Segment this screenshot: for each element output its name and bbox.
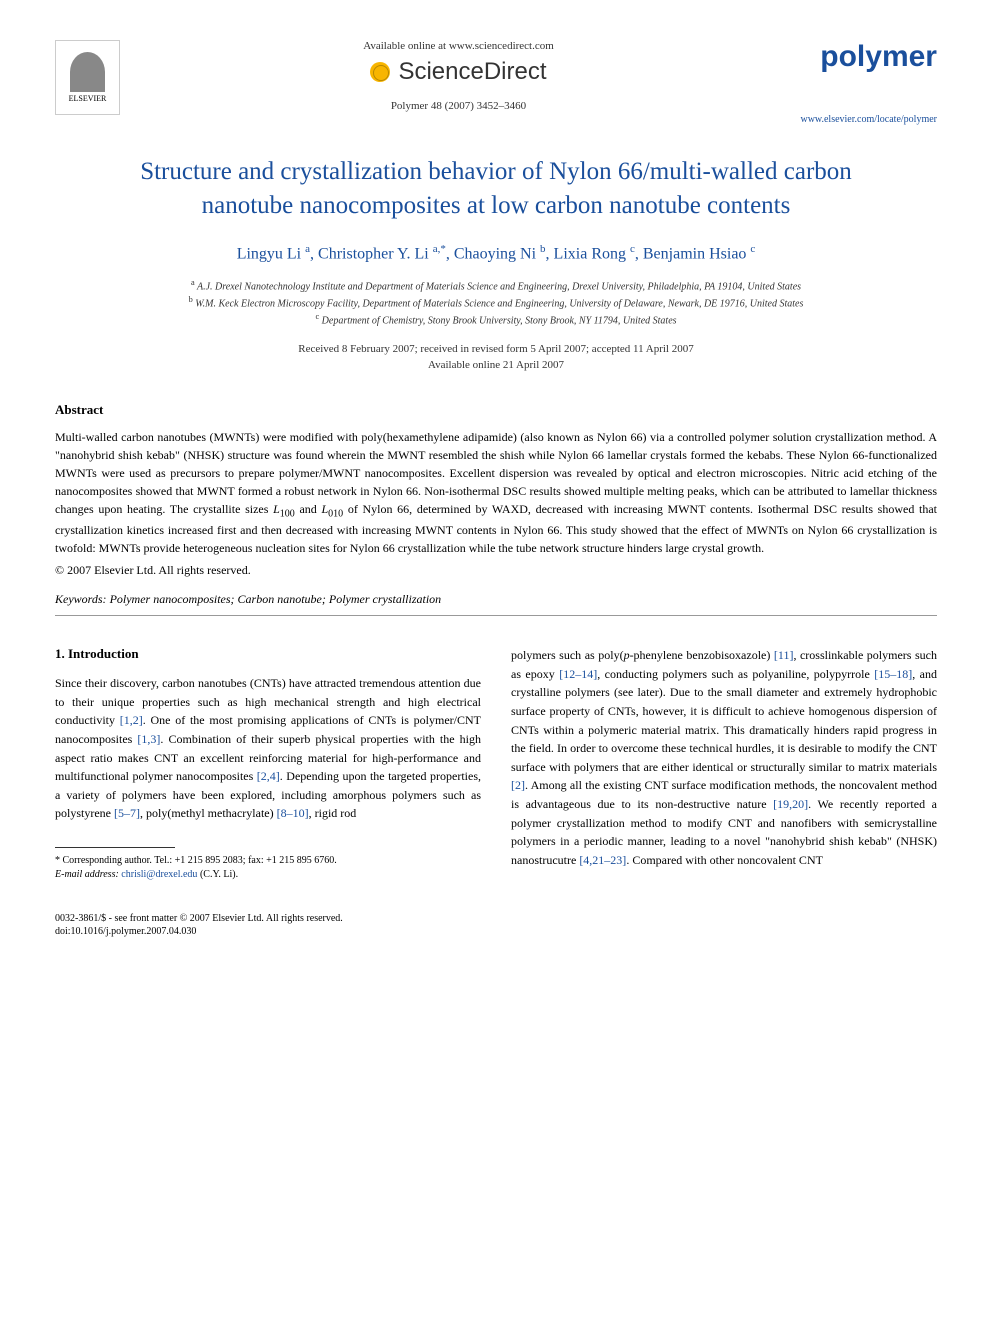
abstract-heading: Abstract [55, 402, 937, 418]
journal-logo-block: polymer www.elsevier.com/locate/polymer [797, 40, 937, 125]
affiliation-a: a A.J. Drexel Nanotechnology Institute a… [55, 277, 937, 294]
elsevier-tree-icon [70, 52, 105, 92]
header-center: Available online at www.sciencedirect.co… [120, 40, 797, 112]
keywords-list: Polymer nanocomposites; Carbon nanotube;… [110, 592, 442, 606]
journal-logo: polymer [797, 40, 937, 74]
header: ELSEVIER Available online at www.science… [55, 40, 937, 125]
section-separator [55, 615, 937, 616]
elsevier-logo: ELSEVIER [55, 40, 120, 115]
article-title: Structure and crystallization behavior o… [95, 155, 897, 223]
citation-text: Polymer 48 (2007) 3452–3460 [140, 100, 777, 112]
abstract-text: Multi-walled carbon nanotubes (MWNTs) we… [55, 428, 937, 557]
intro-text-col1: Since their discovery, carbon nanotubes … [55, 674, 481, 823]
body-columns: 1. Introduction Since their discovery, c… [55, 646, 937, 938]
email-address[interactable]: chrisli@drexel.edu [121, 869, 197, 880]
intro-text-col2: polymers such as poly(p-phenylene benzob… [511, 646, 937, 869]
affiliation-c: c Department of Chemistry, Stony Brook U… [55, 311, 937, 328]
keywords-label: Keywords: [55, 592, 107, 606]
dates-block: Received 8 February 2007; received in re… [55, 341, 937, 374]
received-dates: Received 8 February 2007; received in re… [55, 341, 937, 358]
doi-line: doi:10.1016/j.polymer.2007.04.030 [55, 925, 481, 938]
right-column: polymers such as poly(p-phenylene benzob… [511, 646, 937, 938]
abstract-copyright: © 2007 Elsevier Ltd. All rights reserved… [55, 563, 937, 578]
keywords: Keywords: Polymer nanocomposites; Carbon… [55, 592, 937, 607]
available-online-text: Available online at www.sciencedirect.co… [140, 40, 777, 52]
affiliation-a-text: A.J. Drexel Nanotechnology Institute and… [197, 281, 801, 292]
left-column: 1. Introduction Since their discovery, c… [55, 646, 481, 938]
email-line: E-mail address: chrisli@drexel.edu (C.Y.… [55, 868, 481, 882]
affiliation-b: b W.M. Keck Electron Microscopy Facility… [55, 294, 937, 311]
corresponding-text: * Corresponding author. Tel.: +1 215 895… [55, 854, 481, 868]
email-label: E-mail address: [55, 869, 119, 880]
sciencedirect-text: ScienceDirect [398, 58, 546, 86]
online-date: Available online 21 April 2007 [55, 357, 937, 374]
sciencedirect-ball-icon [370, 62, 390, 82]
footnote-separator [55, 847, 175, 848]
affiliation-b-text: W.M. Keck Electron Microscopy Facility, … [195, 298, 803, 309]
authors: Lingyu Li a, Christopher Y. Li a,*, Chao… [55, 243, 937, 263]
affiliations: a A.J. Drexel Nanotechnology Institute a… [55, 277, 937, 329]
issn-line: 0032-3861/$ - see front matter © 2007 El… [55, 912, 481, 925]
elsevier-label: ELSEVIER [69, 94, 107, 103]
sciencedirect-logo: ScienceDirect [140, 58, 777, 86]
corresponding-footnote: * Corresponding author. Tel.: +1 215 895… [55, 854, 481, 882]
email-author: (C.Y. Li). [200, 869, 238, 880]
affiliation-c-text: Department of Chemistry, Stony Brook Uni… [322, 316, 677, 327]
journal-url[interactable]: www.elsevier.com/locate/polymer [797, 114, 937, 125]
footer: 0032-3861/$ - see front matter © 2007 El… [55, 912, 481, 938]
intro-heading: 1. Introduction [55, 646, 481, 662]
